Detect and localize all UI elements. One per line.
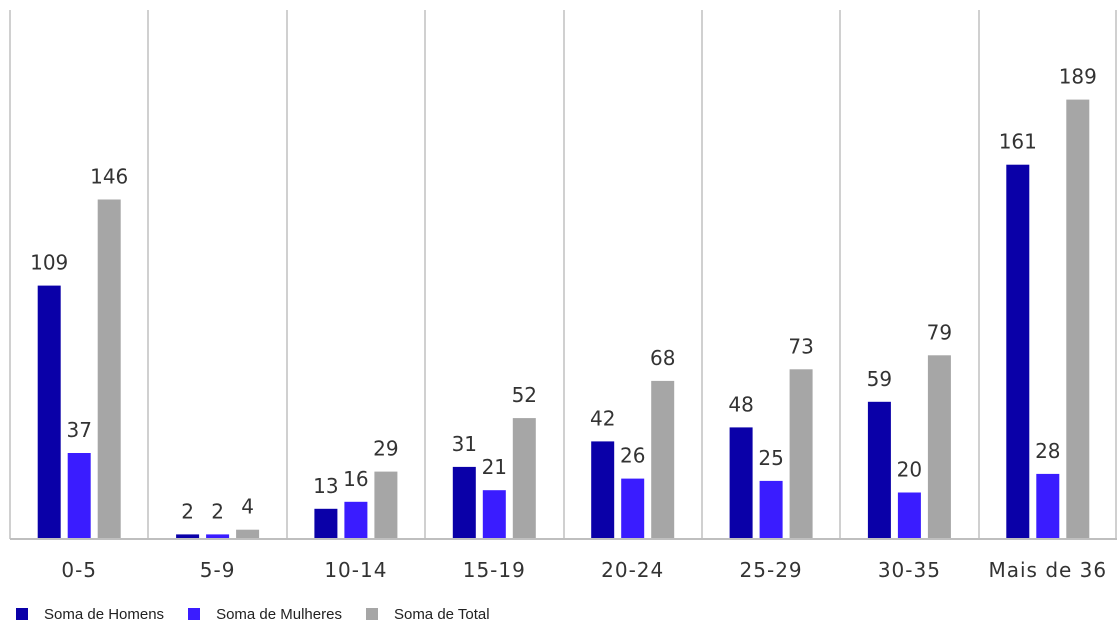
data-label: 25 <box>758 446 783 470</box>
data-label: 31 <box>452 432 477 456</box>
bar <box>1066 99 1090 539</box>
bar <box>236 529 260 539</box>
bar <box>314 508 338 539</box>
bar <box>67 453 91 539</box>
x-tick-label: 10-14 <box>324 558 387 582</box>
x-tick-label: 25-29 <box>740 558 803 582</box>
bar <box>759 480 783 539</box>
data-label: 48 <box>728 392 753 416</box>
legend-label-mulheres: Soma de Mulheres <box>216 605 342 623</box>
bar <box>1006 164 1030 539</box>
data-label: 16 <box>343 467 368 491</box>
legend-item-total: Soma de Total <box>365 605 490 623</box>
data-label: 29 <box>373 437 398 461</box>
legend-item-homens: Soma de Homens <box>16 606 164 623</box>
x-tick-label: Mais de 36 <box>988 558 1107 582</box>
legend-label-total: Soma de Total <box>393 605 490 623</box>
bar <box>1036 473 1060 539</box>
bar <box>867 401 891 539</box>
legend: Soma de Homens Soma de Mulheres Soma de … <box>16 605 490 623</box>
bar <box>789 369 813 539</box>
data-label: 4 <box>241 495 254 519</box>
x-tick-label: 0-5 <box>61 558 97 582</box>
data-label: 52 <box>512 383 537 407</box>
data-label: 37 <box>66 418 91 442</box>
data-label: 42 <box>590 406 615 430</box>
data-label: 20 <box>897 458 922 482</box>
legend-label-homens: Soma de Homens <box>44 605 165 623</box>
data-label: 21 <box>482 455 507 479</box>
data-label: 26 <box>620 444 645 468</box>
data-label: 189 <box>1059 65 1097 89</box>
bar <box>97 199 121 539</box>
bar <box>512 418 536 539</box>
bar <box>37 285 61 539</box>
bar <box>927 355 951 539</box>
bar <box>729 427 753 539</box>
data-label: 73 <box>788 334 813 358</box>
bar <box>651 380 675 539</box>
bar <box>374 471 398 539</box>
bar <box>452 466 476 539</box>
bar <box>176 534 200 540</box>
legend-item-mulheres: Soma de Mulheres <box>188 606 342 623</box>
legend-swatch-total <box>365 608 378 620</box>
x-tick-label: 5-9 <box>200 558 236 582</box>
data-label: 28 <box>1035 439 1060 463</box>
x-tick-label: 15-19 <box>463 558 526 582</box>
data-label: 68 <box>650 346 675 370</box>
legend-swatch-mulheres <box>188 608 201 620</box>
data-label: 13 <box>313 474 338 498</box>
data-label: 146 <box>90 165 128 189</box>
bar <box>897 492 921 539</box>
data-label: 59 <box>867 367 892 391</box>
bar <box>591 441 615 540</box>
data-label: 109 <box>30 251 68 275</box>
bar <box>621 478 645 540</box>
bar <box>344 501 368 539</box>
x-tick-label: 30-35 <box>878 558 941 582</box>
bar <box>482 490 506 539</box>
data-label: 2 <box>181 499 194 523</box>
data-label: 2 <box>211 499 224 523</box>
data-label: 79 <box>927 320 952 344</box>
bar <box>206 534 230 540</box>
data-label: 161 <box>999 130 1037 154</box>
legend-swatch-homens <box>16 608 28 620</box>
x-tick-label: 20-24 <box>601 558 664 582</box>
